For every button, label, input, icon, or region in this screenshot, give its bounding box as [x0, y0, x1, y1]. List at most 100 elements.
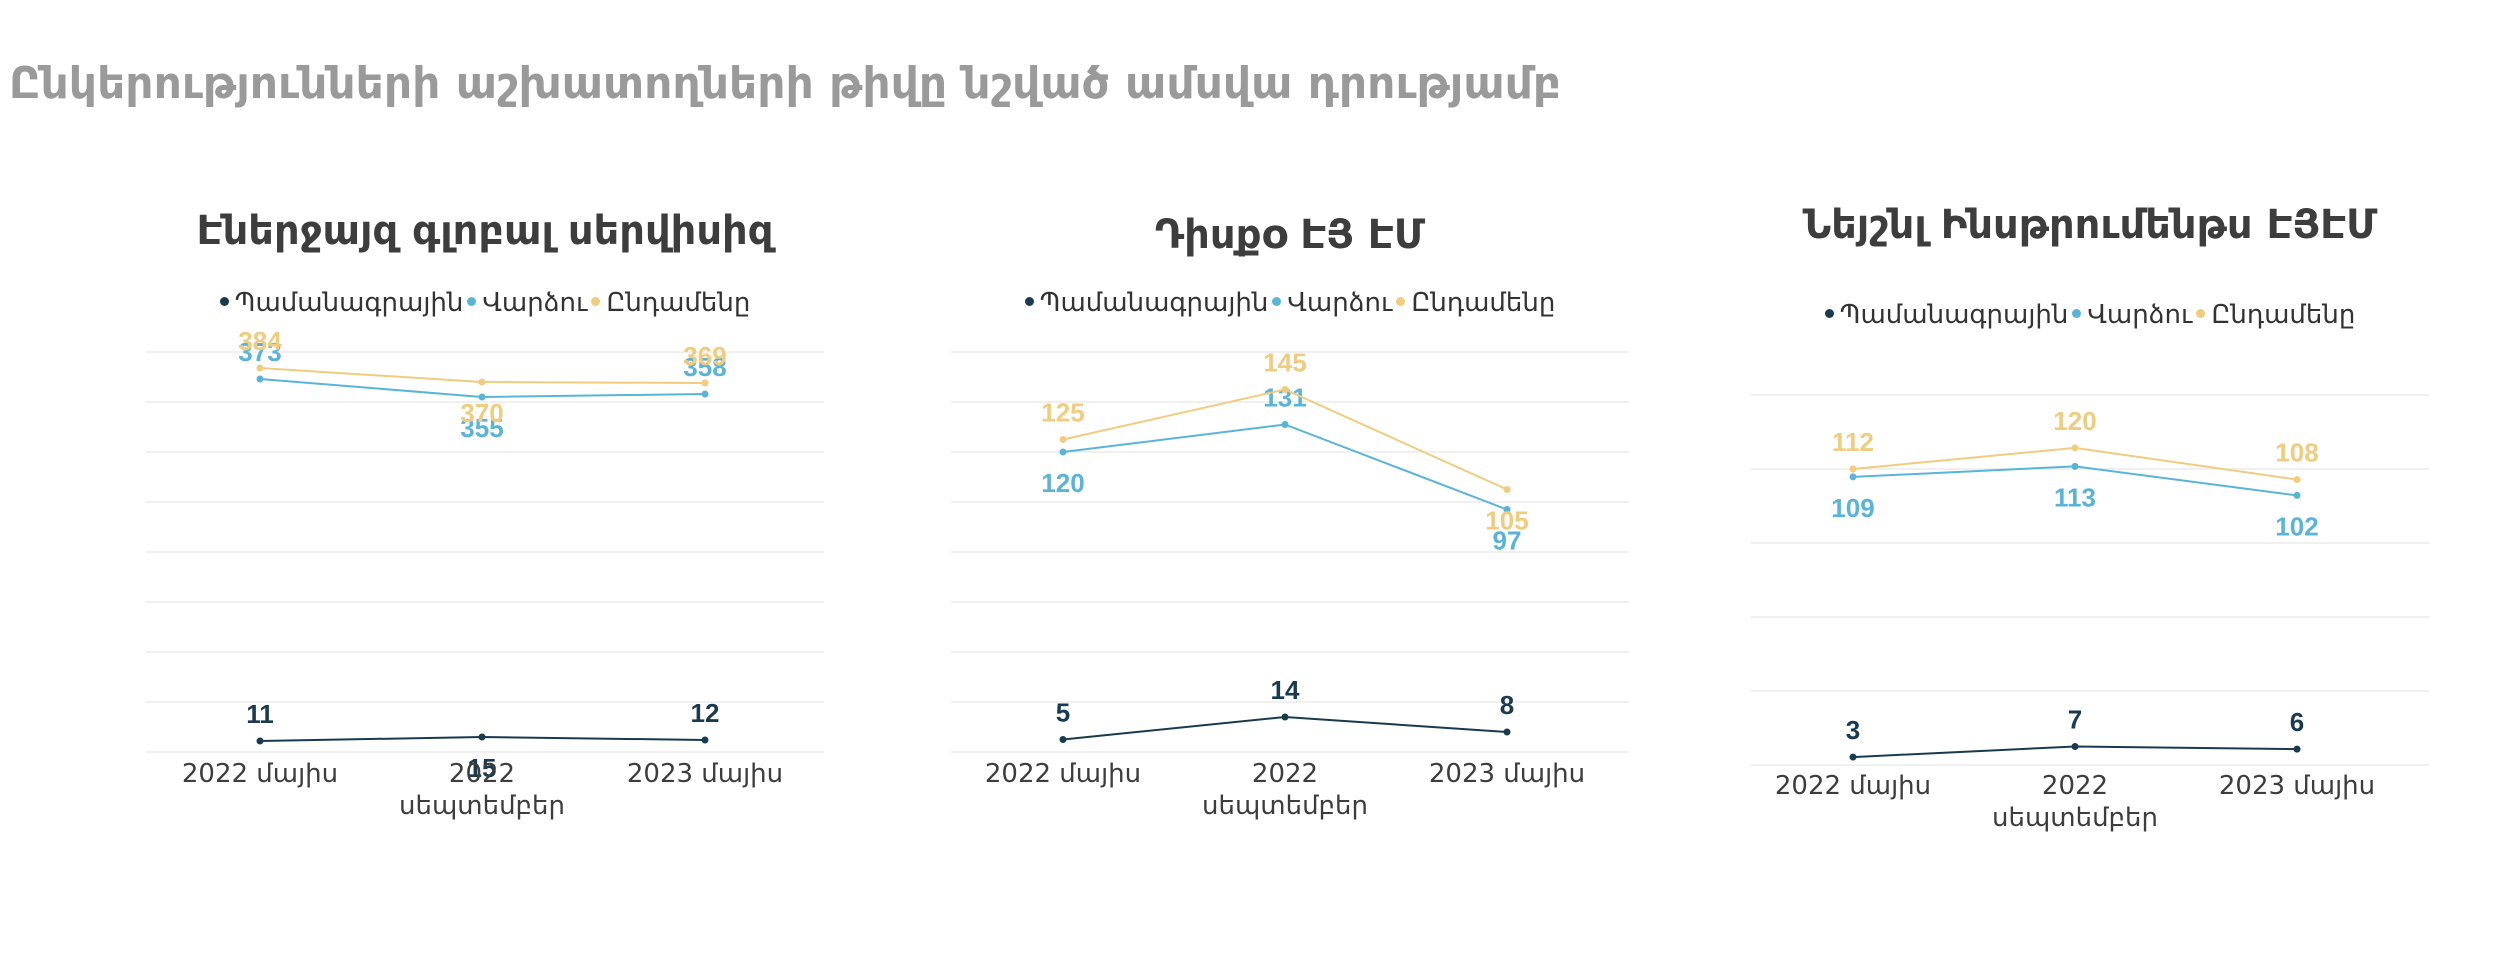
data-label: 113: [2054, 482, 2096, 512]
data-label: 7: [2068, 705, 2082, 735]
legend-marker: [219, 297, 229, 306]
data-point: [2071, 462, 2079, 470]
data-label: 109: [1831, 493, 1874, 523]
data-label: 108: [2275, 438, 2318, 468]
data-label: 355: [460, 413, 503, 443]
data-label: 14: [1271, 675, 1300, 705]
data-point: [701, 390, 709, 398]
chart-legend: Պամանագրային Վարձու Ընդամենը: [945, 288, 1635, 318]
legend-marker: [2072, 309, 2082, 318]
data-point: [1059, 736, 1067, 743]
chart-title: Էներջայզ գլոբալ սերվիսիզ: [196, 208, 774, 254]
x-tick-label: 2022 սեպտեմբեր: [1992, 771, 2158, 833]
x-tick-label: 2022 սեպտեմբեր: [399, 759, 565, 821]
legend-marker: [1824, 309, 1834, 318]
data-point: [2293, 745, 2301, 753]
data-point: [478, 393, 486, 401]
legend-label: Ընդամենը: [2211, 300, 2356, 330]
data-label: 8: [1500, 690, 1514, 720]
x-tick-label: 2022 մայիս: [1775, 771, 1931, 801]
data-point: [1849, 465, 1857, 473]
data-label: 112: [1832, 427, 1874, 457]
data-label: 373: [238, 337, 281, 367]
data-label: 358: [683, 352, 726, 382]
data-label: 120: [2053, 406, 2096, 436]
legend-marker: [2196, 309, 2206, 318]
data-point: [1281, 713, 1289, 721]
legend-label: Պամանագրային: [234, 288, 464, 318]
data-point: [2293, 476, 2301, 484]
legend-item: Ընդամենը: [1396, 288, 1555, 318]
data-point: [2071, 743, 2079, 750]
legend-item: Վարձու: [467, 288, 587, 318]
legend-marker: [467, 297, 477, 306]
data-point: [1281, 386, 1289, 393]
data-label: 120: [1041, 468, 1084, 498]
legend-label: Վարձու: [1287, 288, 1393, 318]
data-label: 11: [246, 699, 274, 729]
chart-panel: Նեյշնլ Ինսթրումենթս ԷՅԷՄ Պամանագրային Վարձ…: [1745, 0, 2435, 956]
legend-marker: [591, 297, 601, 306]
legend-label: Պամանագրային: [1839, 300, 2069, 330]
chart-title: Դիսքօ ԷՅ ԷՄ: [1154, 212, 1426, 258]
data-label: 12: [691, 698, 720, 728]
data-point: [2071, 444, 2079, 452]
legend-marker: [1272, 297, 1282, 306]
x-tick-label: 2022 մայիս: [985, 759, 1141, 789]
data-point: [256, 375, 264, 383]
data-point: [2293, 491, 2301, 499]
data-point: [256, 737, 264, 745]
data-point: [1503, 486, 1511, 493]
chart-panel: Էներջայզ գլոբալ սերվիսիզ Պամանագրային Վարձ…: [140, 0, 830, 956]
x-tick-label: 2023 մայիս: [1429, 759, 1585, 789]
data-label: 105: [1485, 506, 1528, 536]
legend-marker: [1024, 297, 1034, 306]
legend-item: Պամանագրային: [219, 288, 464, 318]
data-point: [1849, 473, 1857, 481]
x-tick-label: 2022 մայիս: [182, 759, 338, 789]
data-point: [478, 378, 486, 386]
chart-legend: Պամանագրային Վարձու Ընդամենը: [140, 288, 830, 318]
data-label: 102: [2275, 511, 2318, 541]
data-label: 369: [683, 341, 726, 371]
data-point: [1849, 753, 1857, 761]
data-label: 145: [1263, 348, 1306, 378]
legend-marker: [1396, 297, 1406, 306]
data-point: [1503, 728, 1511, 736]
data-point: [701, 736, 709, 744]
legend-label: Ընդամենը: [606, 288, 751, 318]
x-tick-label: 2022 սեպտեմբեր: [1202, 759, 1368, 821]
x-tick-label: 2023 մայիս: [2219, 771, 2375, 801]
data-point: [1059, 448, 1067, 456]
chart-legend: Պամանագրային Վարձու Ընդամենը: [1745, 300, 2435, 330]
legend-item: Վարձու: [1272, 288, 1392, 318]
legend-item: Ընդամենը: [2196, 300, 2355, 330]
data-point: [1059, 436, 1067, 443]
legend-label: Ընդամենը: [1411, 288, 1556, 318]
data-label: 97: [1493, 526, 1522, 556]
chart-panel: Դիսքօ ԷՅ ԷՄ Պամանագրային Վարձու Ընդամենը 5 14…: [945, 0, 1635, 956]
legend-item: Պամանագրային: [1024, 288, 1269, 318]
data-label: 6: [2290, 707, 2304, 737]
legend-label: Վարձու: [2087, 300, 2193, 330]
data-label: 5: [1056, 698, 1070, 728]
data-label: 370: [460, 398, 503, 428]
legend-item: Ընդամենը: [591, 288, 750, 318]
data-label: 125: [1041, 398, 1084, 428]
data-point: [256, 364, 264, 372]
data-point: [478, 733, 486, 741]
data-point: [1281, 421, 1289, 428]
data-point: [701, 379, 709, 387]
x-tick-label: 2023 մայիս: [627, 759, 783, 789]
data-label: 3: [1846, 715, 1860, 745]
legend-label: Պամանագրային: [1039, 288, 1269, 318]
data-label: 384: [238, 326, 282, 356]
page-title: Ընկերությունների աշխատողների թիվը նշված …: [8, 58, 1562, 109]
legend-label: Վարձու: [482, 288, 588, 318]
chart-title: Նեյշնլ Ինսթրումենթս ԷՅԷՄ: [1802, 202, 2378, 248]
legend-item: Վարձու: [2072, 300, 2192, 330]
data-label: 15: [468, 753, 497, 783]
